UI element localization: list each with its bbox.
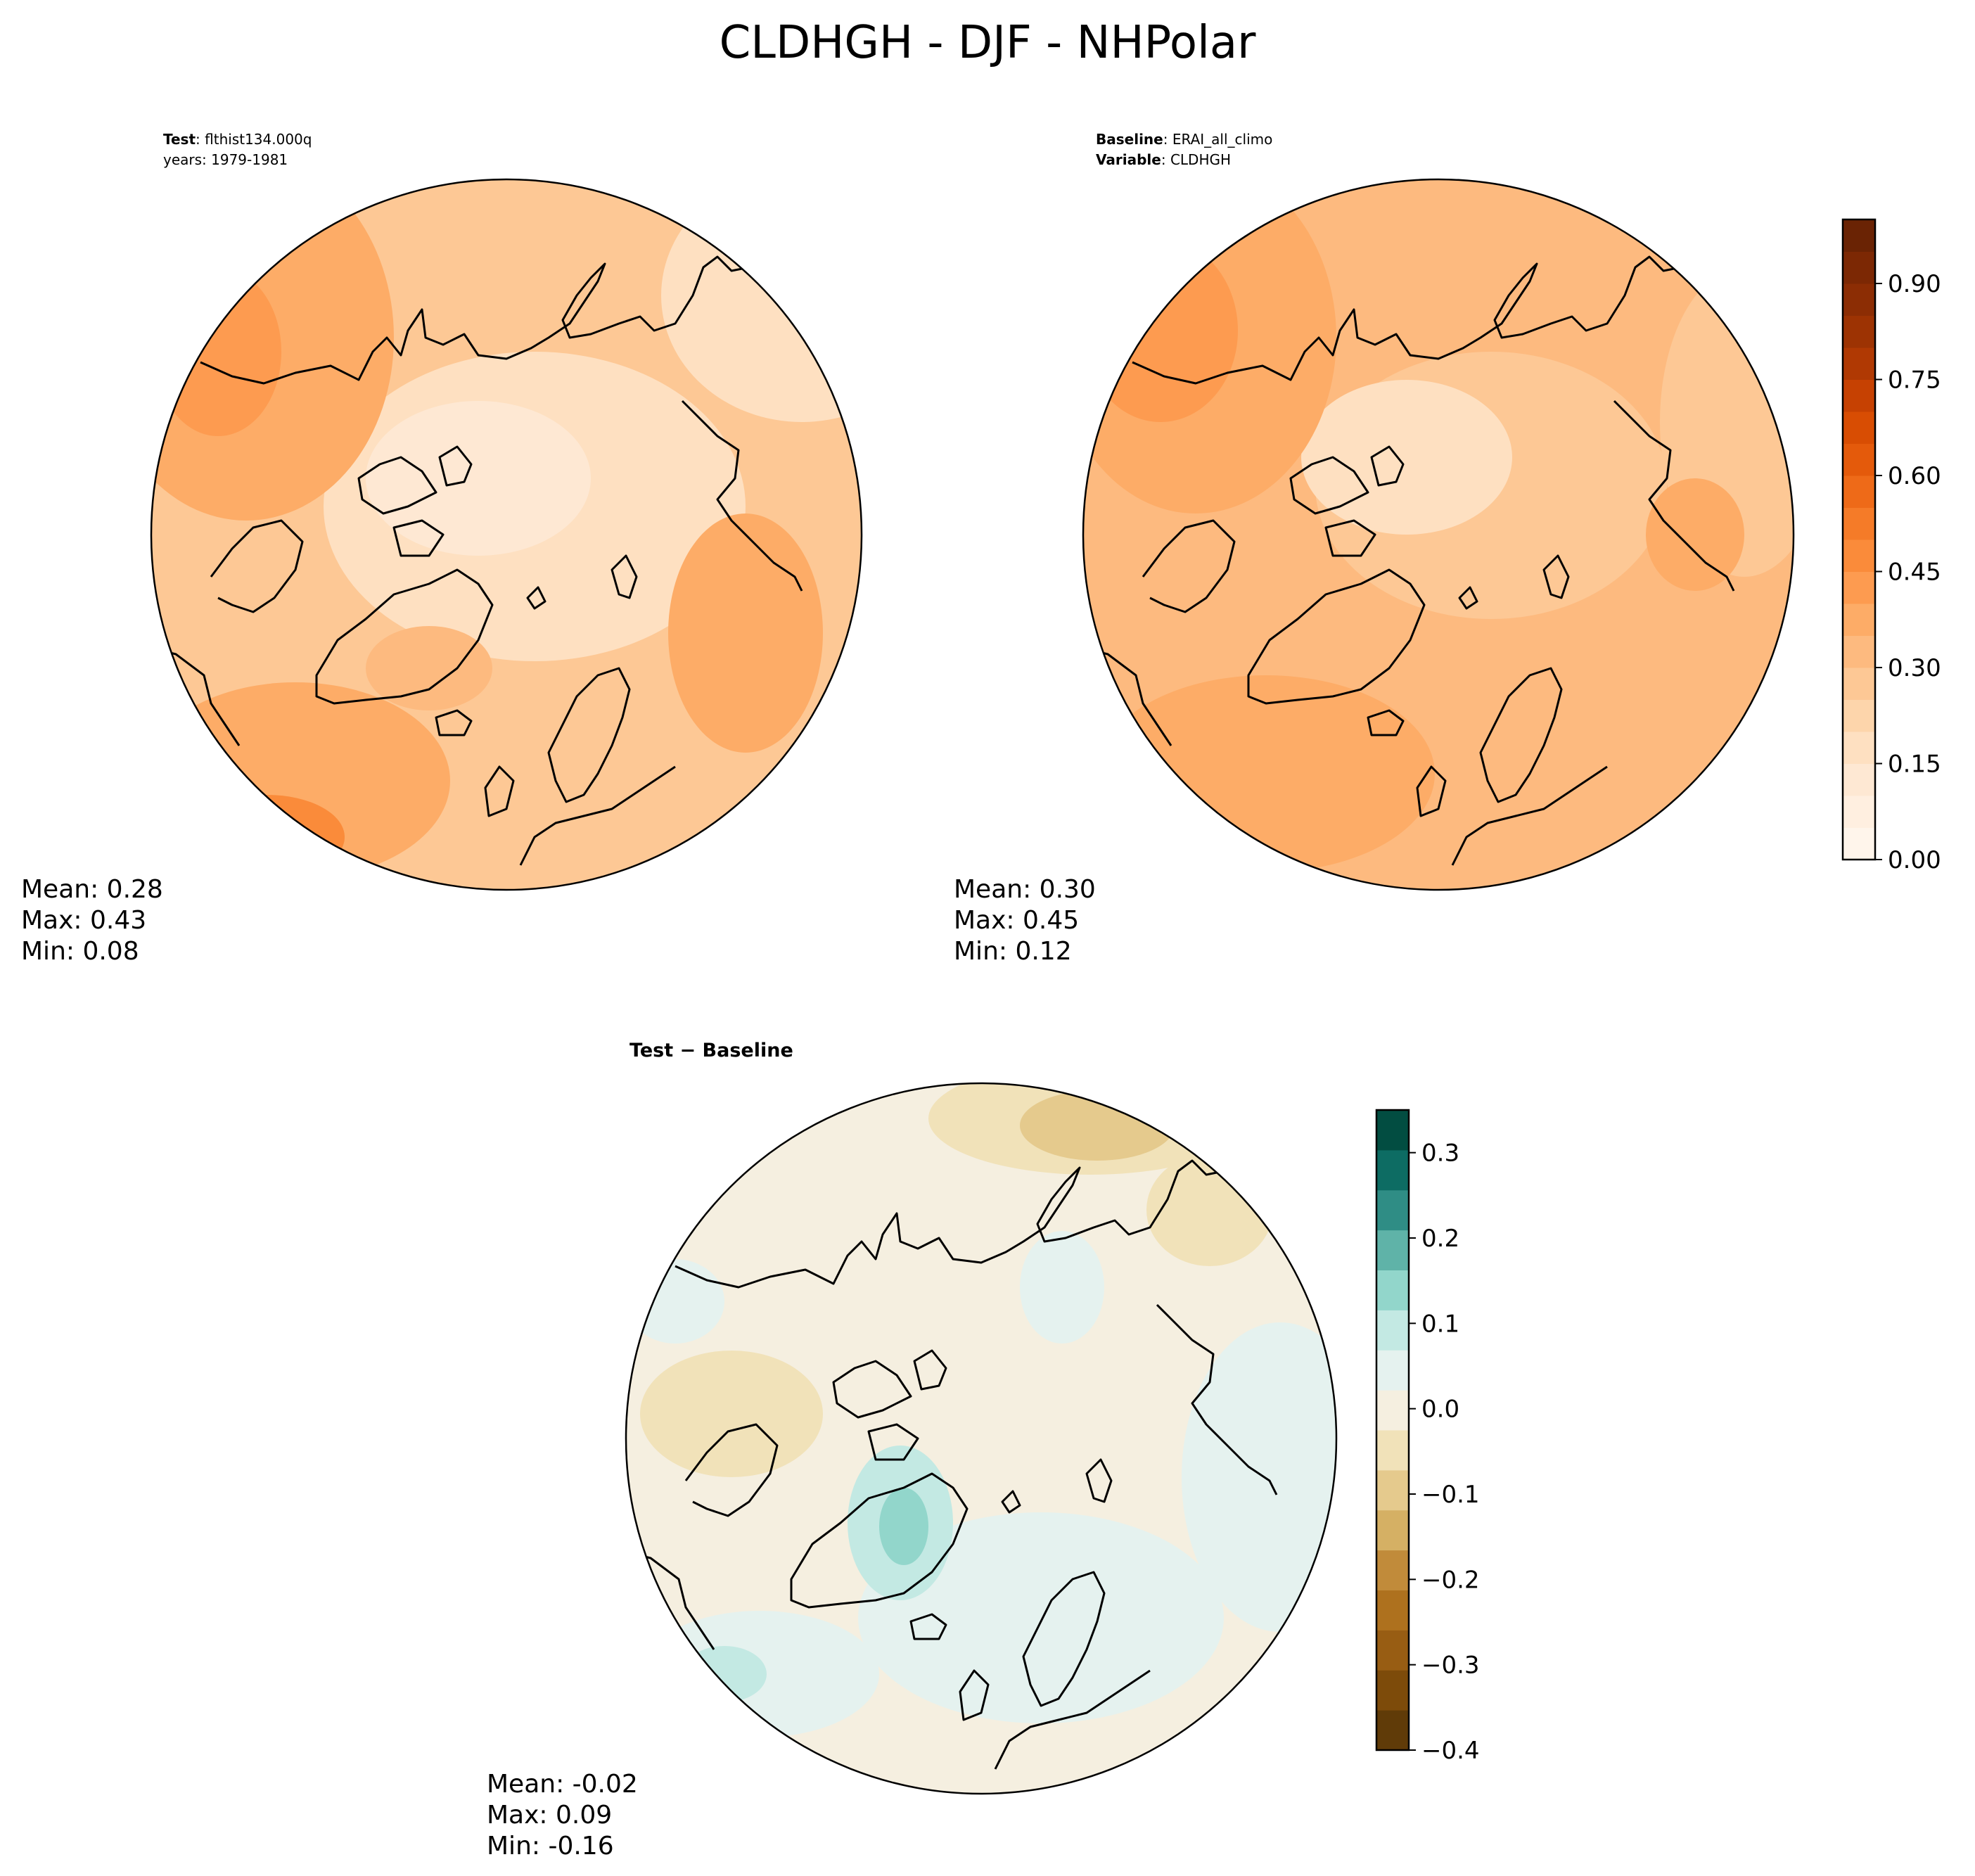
difference-stat-mean: Mean: -0.02 [487,1770,638,1799]
main-colorbar-segment [1843,571,1875,604]
main-colorbar-segment [1843,668,1875,700]
main-colorbar-tick-label: 0.45 [1888,559,1941,587]
main-colorbar-segment [1843,827,1875,860]
main-colorbar-segment [1843,347,1875,380]
test-header-line-2: years: 1979-1981 [163,151,288,168]
baseline-stat-min: Min: 0.12 [954,937,1072,966]
main-colorbar-segment [1843,411,1875,444]
diff-colorbar-tick-label: 0.0 [1421,1396,1459,1424]
test-stat-min: Min: 0.08 [21,937,139,966]
test-panel: Test: flthist134.000q years: 1979-1981 M… [21,131,863,966]
baseline-map [1083,179,1794,890]
baseline-map-boundary [1082,178,1795,891]
diff-colorbar-tick-label: 0.3 [1421,1140,1459,1168]
test-map-boundary [150,178,863,891]
main-colorbar-frame [1841,218,1877,861]
diff-colorbar-segment [1376,1430,1409,1471]
main-colorbar-segment [1843,379,1875,412]
diff-colorbar-segment [1376,1110,1409,1151]
main-colorbar-segment [1843,699,1875,732]
diff-colorbar-segment [1376,1270,1409,1310]
diff-colorbar-tick-label: −0.2 [1421,1566,1480,1594]
baseline-header-line-2: Variable: CLDHGH [1096,151,1231,168]
main-colorbar-segment [1843,251,1875,284]
diff-colorbar-segment [1376,1230,1409,1270]
main-colorbar: 0.00 0.15 0.30 0.45 0.60 0.75 0.90 [1841,218,1941,874]
diff-colorbar-segment [1376,1630,1409,1671]
test-stat-max: Max: 0.43 [21,906,146,935]
diff-colorbar-segment [1376,1590,1409,1631]
main-colorbar-tick-label: 0.60 [1888,462,1941,490]
main-colorbar-tick-label: 0.30 [1888,654,1941,682]
diff-colorbar-segment [1376,1550,1409,1590]
main-colorbar-segment [1843,635,1875,668]
main-colorbar-segment [1843,219,1875,252]
main-colorbar-segment [1843,315,1875,348]
diff-colorbar-segment [1376,1390,1409,1431]
diff-colorbar-segment [1376,1510,1409,1551]
main-colorbar-segment [1843,796,1875,828]
main-colorbar-tick-label: 0.90 [1888,270,1941,298]
diff-colorbar-frame [1375,1109,1410,1751]
test-stat-mean: Mean: 0.28 [21,875,163,904]
main-colorbar-segment [1843,604,1875,636]
difference-colorbar: −0.4 −0.3 −0.2 −0.1 0.0 0.1 0.2 0.3 [1375,1109,1480,1765]
main-colorbar-tick-label: 0.75 [1888,366,1941,395]
diff-colorbar-segment [1376,1310,1409,1351]
main-colorbar-segment [1843,476,1875,508]
main-colorbar-segment [1843,283,1875,316]
diff-colorbar-segment [1376,1350,1409,1391]
diff-colorbar-tick-label: 0.1 [1421,1310,1459,1338]
difference-panel: Test − Baseline Mean: -0.02 Max: 0.09 Mi… [487,1040,1338,1861]
diff-colorbar-segment [1376,1189,1409,1231]
diff-colorbar-segment [1376,1469,1409,1511]
baseline-stat-max: Max: 0.45 [954,906,1079,935]
main-colorbar-segment [1843,732,1875,764]
main-colorbar-segment [1843,540,1875,572]
difference-stat-min: Min: -0.16 [487,1832,614,1861]
diff-colorbar-tick-label: −0.3 [1421,1652,1480,1680]
test-map [151,179,862,890]
difference-map-boundary [625,1082,1338,1795]
diff-colorbar-tick-label: −0.4 [1421,1737,1480,1765]
difference-map [626,1083,1336,1794]
main-colorbar-tick-label: 0.15 [1888,751,1941,779]
figure-title: CLDHGH - DJF - NHPolar [720,17,1256,69]
baseline-panel: Baseline: ERAI_all_climo Variable: CLDHG… [954,131,1795,966]
diff-colorbar-segment [1376,1149,1409,1191]
baseline-header-line-1: Baseline: ERAI_all_climo [1096,131,1272,148]
main-colorbar-segment [1843,443,1875,476]
main-colorbar-segment [1843,507,1875,540]
baseline-stat-mean: Mean: 0.30 [954,875,1096,904]
diff-colorbar-segment [1376,1670,1409,1711]
difference-header: Test − Baseline [629,1040,793,1061]
main-colorbar-tick-label: 0.00 [1888,846,1941,874]
main-colorbar-segment [1843,763,1875,796]
diff-colorbar-tick-label: −0.1 [1421,1481,1480,1509]
difference-stat-max: Max: 0.09 [487,1801,612,1830]
test-header-line-1: Test: flthist134.000q [163,131,312,148]
diff-colorbar-segment [1376,1710,1409,1751]
diff-colorbar-tick-label: 0.2 [1421,1225,1459,1253]
